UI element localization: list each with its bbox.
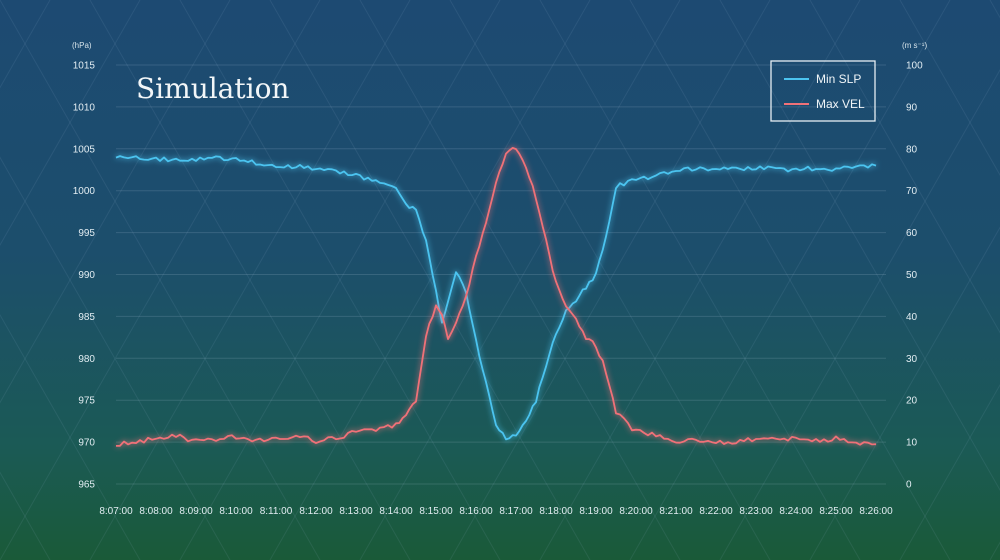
x-tick-label: 8:14:00: [379, 506, 413, 517]
pattern-line: [89, 0, 411, 560]
chart-title: Simulation: [136, 72, 289, 105]
pattern-line: [809, 226, 1000, 560]
pattern-line: [0, 0, 231, 404]
x-tick-label: 8:25:00: [819, 506, 853, 517]
pattern-line: [629, 0, 951, 560]
left-axis-unit: (hPa): [72, 41, 92, 50]
y-left-tick-label: 1005: [73, 144, 96, 155]
series-line-max-vel: [115, 147, 877, 447]
x-tick-label: 8:16:00: [459, 506, 493, 517]
y-right-tick-label: 80: [906, 144, 918, 155]
legend-box: [770, 60, 876, 122]
pattern-line: [629, 0, 951, 560]
pattern-line: [0, 156, 231, 560]
pattern-line: [449, 0, 771, 560]
x-tick-label: 8:19:00: [579, 506, 613, 517]
y-left-tick-label: 1000: [73, 186, 96, 197]
pattern-line: [899, 0, 1000, 177]
y-right-tick-label: 70: [906, 186, 918, 197]
right-axis-unit: (m s⁻¹): [902, 41, 927, 50]
pattern-line: [899, 383, 1000, 560]
x-tick-label: 8:13:00: [339, 506, 373, 517]
y-right-tick-label: 60: [906, 228, 918, 239]
pattern-line: [269, 0, 591, 560]
y-left-tick-label: 970: [78, 438, 95, 449]
legend-label-max-vel: Max VEL: [816, 97, 865, 111]
pattern-line: [179, 0, 501, 560]
pattern-line: [539, 0, 861, 560]
y-right-tick-label: 0: [906, 480, 912, 491]
legend-label-min-slp: Min SLP: [816, 72, 861, 86]
pattern-line: [539, 0, 861, 560]
x-axis-ticks: 8:07:00 8:08:00 8:09:00 8:10:00 8:11:00 8:12:…: [99, 506, 893, 517]
y-left-tick-label: 965: [78, 480, 95, 491]
x-tick-label: 8:17:00: [499, 506, 533, 517]
pattern-line: [0, 0, 321, 560]
pattern-line: [719, 0, 1000, 492]
y-right-tick-label: 20: [906, 396, 918, 407]
y-left-tick-label: 1015: [73, 61, 96, 72]
x-tick-label: 8:15:00: [419, 506, 453, 517]
pattern-line: [179, 0, 501, 560]
x-tick-label: 8:08:00: [139, 506, 173, 517]
x-tick-label: 8:12:00: [299, 506, 333, 517]
y-left-tick-label: 980: [78, 354, 95, 365]
y-left-tick-label: 1010: [73, 102, 96, 113]
x-tick-label: 8:22:00: [699, 506, 733, 517]
y-right-tick-label: 30: [906, 354, 918, 365]
y-left-tick-label: 975: [78, 396, 95, 407]
legend: Min SLP Max VEL: [770, 60, 876, 122]
y-right-tick-label: 100: [906, 61, 923, 72]
y-right-tick-label: 50: [906, 270, 918, 281]
x-tick-label: 8:24:00: [779, 506, 813, 517]
pattern-line: [359, 0, 681, 560]
x-tick-label: 8:23:00: [739, 506, 773, 517]
x-tick-label: 8:07:00: [99, 506, 133, 517]
pattern-line: [359, 0, 681, 560]
left-axis-ticks: 1015 1010 1005 1000 995 990 985 980 975 970 965: [73, 61, 96, 491]
pattern-line: [449, 0, 771, 560]
series-line-min-slp: [115, 155, 877, 441]
pattern-line: [0, 0, 141, 247]
y-right-tick-label: 90: [906, 102, 918, 113]
pattern-line: [0, 471, 51, 560]
pattern-line: [0, 0, 321, 560]
pattern-line: [89, 0, 411, 560]
grid-lines: [116, 64, 886, 485]
pattern-line: [719, 68, 1000, 560]
y-left-tick-label: 995: [78, 228, 95, 239]
y-right-tick-label: 40: [906, 312, 918, 323]
y-right-tick-label: 10: [906, 438, 918, 449]
pattern-line: [0, 0, 51, 89]
pattern-line: [809, 0, 1000, 334]
x-tick-label: 8:21:00: [659, 506, 693, 517]
pattern-line: [0, 313, 141, 560]
y-left-tick-label: 990: [78, 270, 95, 281]
pattern-line: [269, 0, 591, 560]
x-tick-label: 8:11:00: [260, 506, 293, 517]
x-tick-label: 8:09:00: [179, 506, 213, 517]
x-tick-label: 8:20:00: [619, 506, 653, 517]
x-tick-label: 8:18:00: [539, 506, 573, 517]
x-tick-label: 8:10:00: [219, 506, 253, 517]
series-layer: [115, 147, 877, 447]
x-tick-label: 8:26:00: [859, 506, 893, 517]
y-left-tick-label: 985: [78, 312, 95, 323]
